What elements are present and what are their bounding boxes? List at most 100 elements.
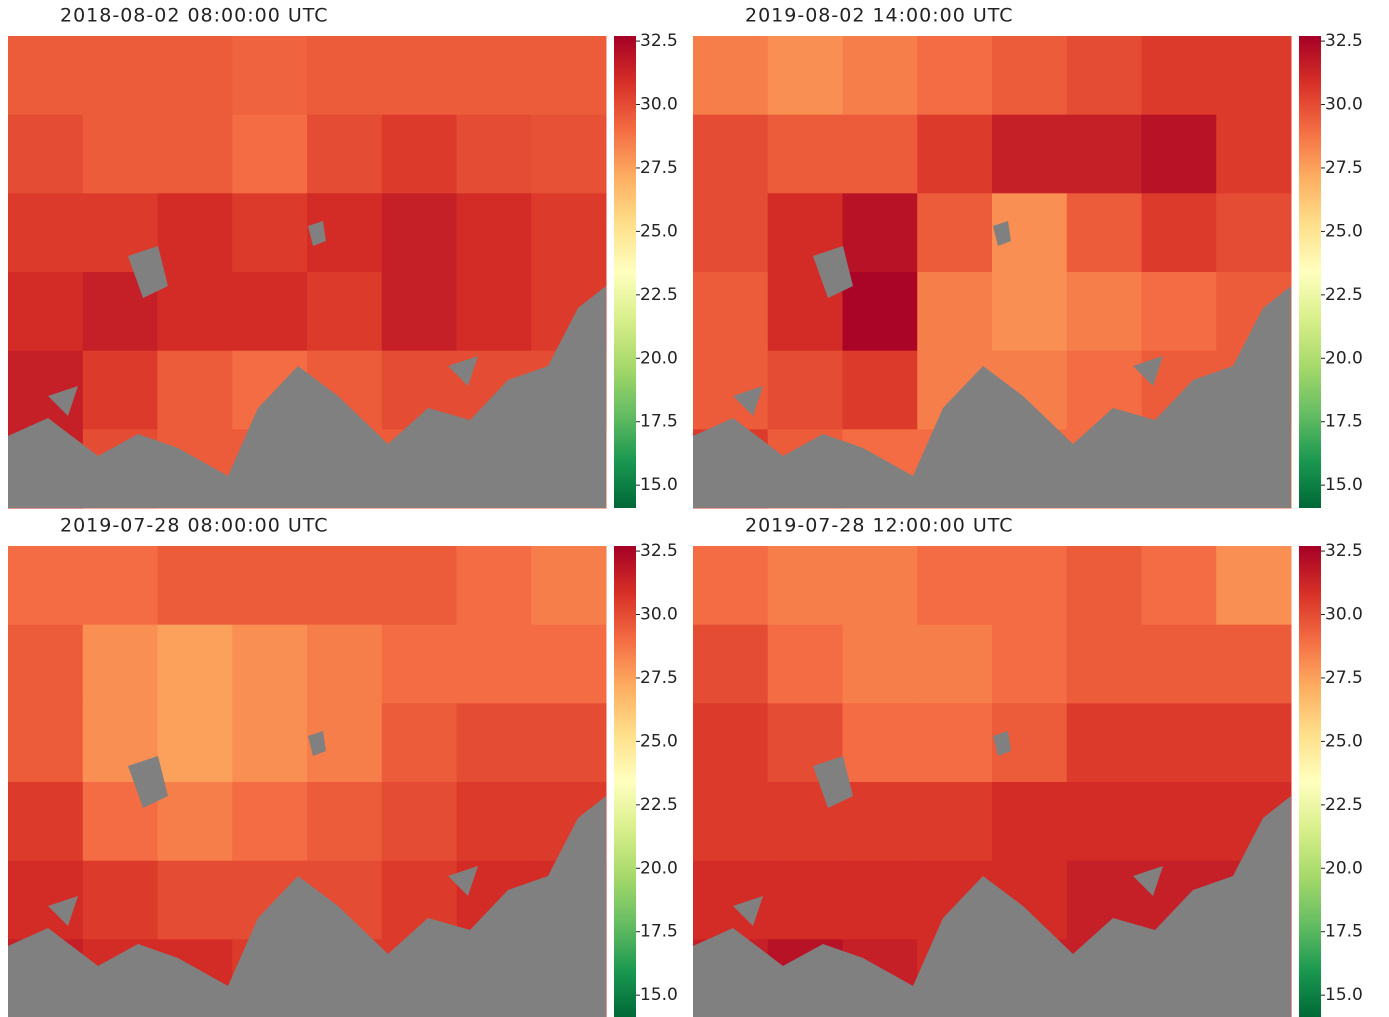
heat-cell [917,546,993,626]
heat-cell [381,193,457,273]
panel-title: 2018-08-02 08:00:00 UTC [60,5,329,27]
heat-cell [232,114,308,194]
heat-cell [917,193,993,273]
heat-cell [307,114,383,194]
heat-cell [307,624,383,704]
heat-cell [8,546,84,626]
heat-cell [157,350,233,430]
heat-cell [693,272,769,352]
heat-cell [82,546,158,626]
heat-cell [693,624,769,704]
heat-cell [992,114,1068,194]
heat-cell [917,782,993,862]
heat-cell [842,860,918,940]
heat-cell [82,36,158,116]
heat-cell [531,36,607,116]
heat-cell [307,782,383,862]
heat-cell [842,546,918,626]
heat-cell [157,624,233,704]
heat-cell [456,624,532,704]
heat-cell [531,114,607,194]
heat-cell [917,624,993,704]
heat-cell [456,36,532,116]
heat-cell [82,350,158,430]
sea [8,221,606,508]
heat-cell [1141,193,1217,273]
heat-cell [917,272,993,352]
colorbar-tick-label: 25.0 [640,221,678,241]
heat-cell [82,860,158,940]
colorbar-tick-label: 27.5 [1325,158,1363,178]
heat-cell [232,624,308,704]
heat-cell [531,193,607,273]
heat-cell [157,36,233,116]
heat-cell [992,36,1068,116]
heat-cell [157,782,233,862]
heat-cell [767,860,843,940]
colorbar-tick-label: 22.5 [640,285,678,305]
heat-cell [1216,36,1292,116]
colorbar-tick-label: 20.0 [640,858,678,878]
colorbar-tick-label: 15.0 [1325,475,1363,495]
heat-cell [693,36,769,116]
colorbar-tick-label: 22.5 [640,795,678,815]
colorbar [614,36,636,508]
heat-cell [232,782,308,862]
colorbar-tick-label: 30.0 [640,605,678,625]
map-panel: 2018-08-02 08:00:00 UTC 32.5 30.0 27.5 25.0 2… [8,5,678,509]
heat-cell [917,114,993,194]
sea [693,221,1291,508]
heat-cell [157,860,233,940]
colorbar-tick-label: 32.5 [1325,31,1363,51]
heat-cell [232,703,308,783]
heat-cell [1216,624,1292,704]
heat-cell [8,193,84,273]
heat-cell [232,546,308,626]
colorbar-tick-label: 30.0 [1325,605,1363,625]
heat-cell [1141,114,1217,194]
heat-cell [307,546,383,626]
panel-title: 2019-07-28 12:00:00 UTC [745,515,1014,537]
heat-cell [1066,782,1142,862]
heat-cell [992,546,1068,626]
heat-cell [1216,703,1292,783]
heat-cell [1216,114,1292,194]
heat-cell [917,703,993,783]
heat-cell [917,36,993,116]
heat-cell [842,193,918,273]
map-panel: 2019-07-28 08:00:00 UTC 32.5 30.0 27.5 25.0 2… [8,515,678,1017]
heat-cell [767,350,843,430]
panel-title: 2019-08-02 14:00:00 UTC [745,5,1014,27]
heat-cell [1066,272,1142,352]
heat-cell [842,782,918,862]
heat-cell [456,193,532,273]
heat-cell [693,703,769,783]
heat-cell [531,624,607,704]
heat-cell [381,624,457,704]
heat-cell [1066,703,1142,783]
colorbar-tick-label: 32.5 [1325,541,1363,561]
heat-cell [1141,703,1217,783]
colorbar-tick-label: 15.0 [1325,985,1363,1005]
heat-cell [456,782,532,862]
heat-cell [232,193,308,273]
heat-cell [381,36,457,116]
heat-cell [456,703,532,783]
colorbar-tick-label: 25.0 [1325,731,1363,751]
heat-cell [1216,546,1292,626]
colorbar-tick-label: 27.5 [1325,668,1363,688]
heat-cell [157,703,233,783]
colorbar-tick-label: 20.0 [1325,858,1363,878]
heat-cell [381,782,457,862]
heat-cell [767,114,843,194]
heat-cell [767,624,843,704]
heat-cell [693,782,769,862]
heat-cell [1141,36,1217,116]
heat-cell [842,36,918,116]
heat-cell [992,782,1068,862]
heat-cell [232,272,308,352]
colorbar-tick-label: 17.5 [1325,922,1363,942]
heat-cell [693,193,769,273]
heat-cell [8,36,84,116]
heat-cell [1141,546,1217,626]
